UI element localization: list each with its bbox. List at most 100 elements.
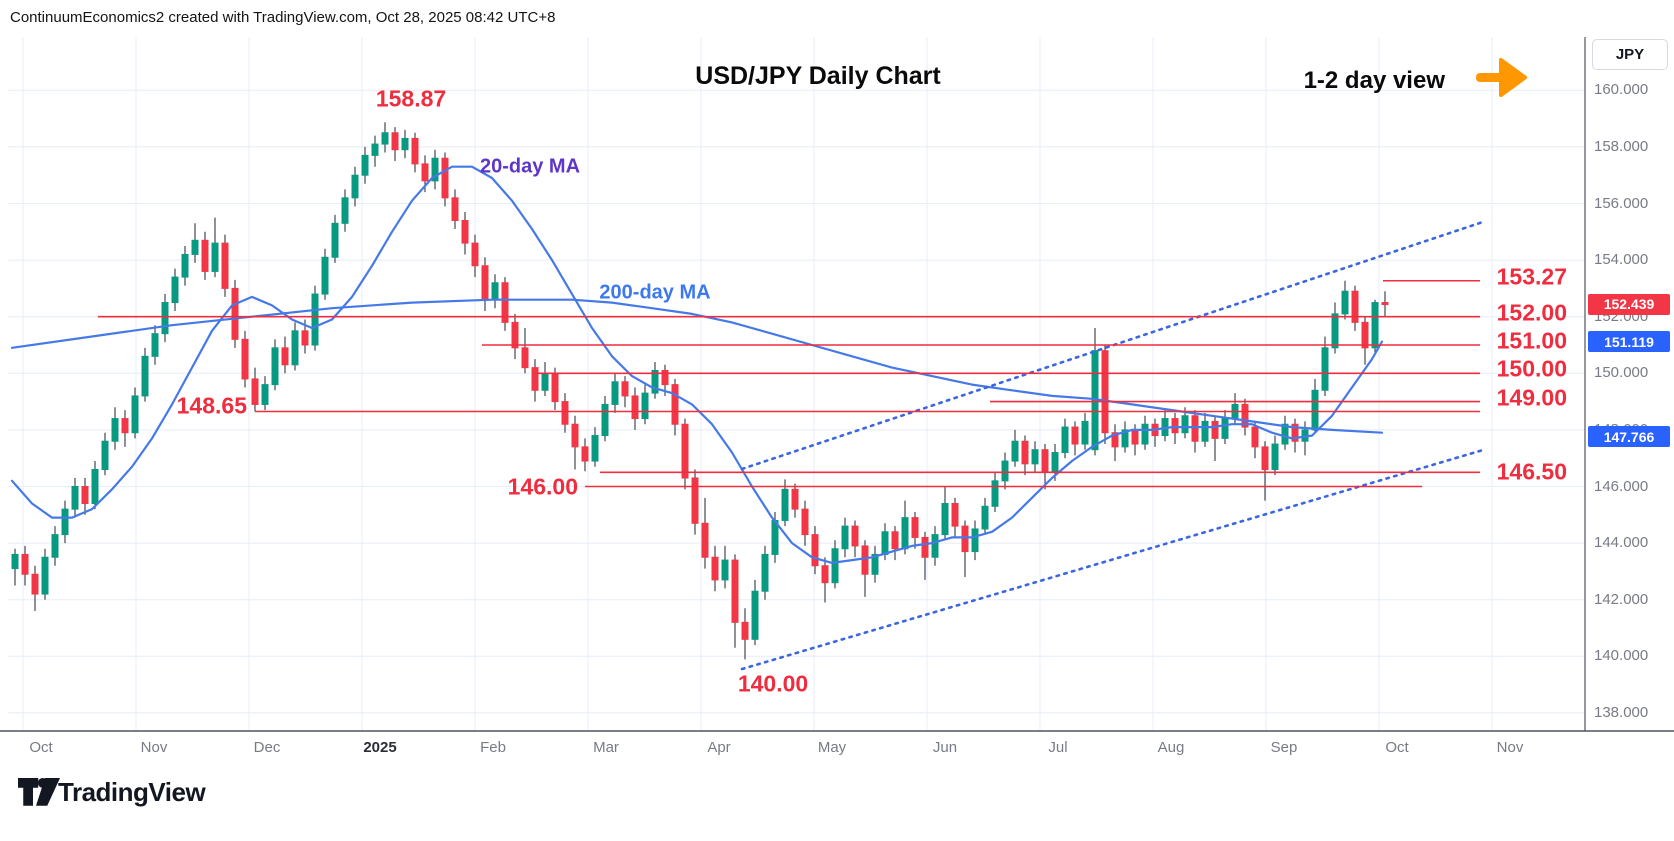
candle-body [101, 440, 109, 471]
candle-body [891, 531, 899, 550]
candle-body [141, 355, 149, 397]
candle-body [851, 525, 859, 547]
candle-body [1281, 423, 1289, 445]
candle-body [471, 242, 479, 267]
time-tick-label: Oct [1385, 739, 1409, 756]
candle-body [511, 321, 519, 349]
right-arrow-icon [1476, 58, 1527, 97]
candle-body [801, 508, 809, 536]
candle-body [531, 367, 539, 391]
candle-body [601, 403, 609, 437]
price-tick-label: 154.000 [1594, 251, 1649, 269]
candle-body [1371, 302, 1379, 349]
price-tick-label: 142.000 [1594, 590, 1649, 608]
candle-body [351, 174, 359, 199]
candle-body [1111, 432, 1119, 448]
candle-body [201, 239, 209, 272]
candle-body [611, 381, 619, 405]
candle-body [41, 556, 49, 595]
candle-body [1051, 452, 1059, 473]
candle-body [1141, 423, 1149, 445]
candle-body [961, 525, 969, 553]
candle-body [901, 517, 909, 550]
price-annotation: 140.00 [737, 670, 809, 697]
price-tick-label: 160.000 [1594, 81, 1649, 99]
candle-body [811, 534, 819, 567]
ma-annotation: 20-day MA [479, 155, 581, 178]
candle-body [1271, 443, 1279, 471]
tradingview-logo-icon [18, 778, 60, 806]
candle-body [171, 276, 179, 304]
time-tick-label: Nov [140, 739, 168, 756]
candle-body [831, 548, 839, 584]
candle-body [1311, 389, 1319, 431]
candle-body [241, 338, 249, 380]
view-note-label: 1-2 day view [1303, 67, 1445, 94]
candle-body [1321, 347, 1329, 391]
candle-body [161, 302, 169, 335]
candle-body [321, 256, 329, 295]
candle-body [21, 553, 29, 575]
candle-body [71, 486, 79, 510]
candle-body [981, 505, 989, 530]
candle-body [971, 528, 979, 553]
candle-body [1381, 302, 1389, 306]
candle-body [391, 132, 399, 151]
trend-channel-lower-line [740, 448, 1486, 671]
candle-body [671, 384, 679, 425]
candle-body [691, 477, 699, 524]
candle-body [571, 423, 579, 448]
candle-body [931, 534, 939, 558]
candle-body [1251, 426, 1259, 448]
candle-body [211, 242, 219, 272]
candle-body [1221, 418, 1229, 439]
time-tick-label: Apr [707, 739, 731, 756]
candle-body [501, 282, 509, 323]
candle-body [711, 556, 719, 581]
attribution-text: ContinuumEconomics2 created with Trading… [10, 9, 556, 26]
candle-body [631, 395, 639, 420]
currency-badge[interactable]: JPY [1592, 39, 1668, 70]
last-price-badge: 152.439 [1588, 293, 1670, 315]
price-level-label: 152.00 [1496, 299, 1567, 326]
tradingview-brand-text: TradingView [58, 777, 206, 807]
candle-body [121, 418, 129, 434]
candle-body [881, 531, 889, 555]
time-tick-label: Sep [1270, 739, 1298, 756]
price-level-label: 148.65 [176, 392, 247, 418]
ma-20-line [10, 165, 1384, 564]
time-tick-label: Aug [1157, 739, 1185, 756]
candle-body [1081, 420, 1089, 445]
candle-body [721, 559, 729, 581]
price-level-label: 146.00 [507, 473, 578, 499]
candle-body [941, 502, 949, 536]
candle-body [281, 347, 289, 366]
candle-body [1211, 420, 1219, 439]
candle-body [1061, 426, 1069, 454]
price-annotation: 158.87 [375, 85, 447, 112]
candle-body [621, 381, 629, 397]
time-tick-label: Jul [1048, 739, 1068, 756]
candle-body [301, 330, 309, 346]
candle-body [91, 469, 99, 504]
candle-body [1001, 460, 1009, 482]
candle-body [331, 222, 339, 258]
candle-body [221, 242, 229, 289]
candle-body [1351, 290, 1359, 323]
candle-body [31, 573, 39, 595]
candle-body [291, 330, 299, 366]
candle-body [131, 395, 139, 434]
candle-body [1121, 429, 1129, 448]
candle-body [701, 522, 709, 558]
candle-body [541, 372, 549, 391]
candle-body [151, 333, 159, 357]
candle-body [381, 132, 389, 145]
candle-body [341, 197, 349, 224]
candle-body [551, 372, 559, 403]
time-tick-label: Oct [29, 739, 53, 756]
candle-body [1071, 426, 1079, 445]
candle-body [821, 565, 829, 584]
candle-body [461, 219, 469, 244]
candle-body [741, 621, 749, 640]
